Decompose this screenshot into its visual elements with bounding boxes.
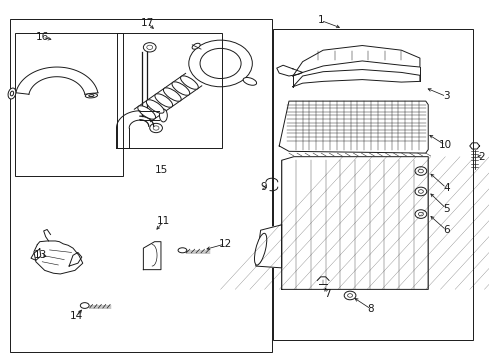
Bar bbox=[273, 30, 473, 339]
Ellipse shape bbox=[178, 248, 187, 253]
Ellipse shape bbox=[10, 91, 14, 96]
Polygon shape bbox=[293, 69, 420, 87]
Text: 7: 7 bbox=[324, 289, 330, 299]
Polygon shape bbox=[279, 101, 428, 153]
Text: 14: 14 bbox=[70, 311, 83, 321]
Ellipse shape bbox=[164, 88, 181, 101]
Polygon shape bbox=[69, 252, 82, 266]
Text: 1: 1 bbox=[318, 15, 324, 26]
Polygon shape bbox=[31, 249, 41, 260]
Text: 16: 16 bbox=[36, 32, 49, 42]
Text: 15: 15 bbox=[155, 165, 169, 175]
Ellipse shape bbox=[138, 106, 155, 119]
Ellipse shape bbox=[80, 303, 89, 309]
Text: 11: 11 bbox=[157, 216, 170, 226]
Text: 5: 5 bbox=[443, 204, 450, 214]
Ellipse shape bbox=[243, 77, 257, 85]
Text: 12: 12 bbox=[219, 239, 232, 249]
Bar bbox=[117, 33, 222, 148]
Ellipse shape bbox=[254, 233, 267, 265]
Ellipse shape bbox=[159, 109, 167, 122]
Text: 10: 10 bbox=[439, 140, 452, 150]
Text: 6: 6 bbox=[443, 225, 450, 235]
Polygon shape bbox=[293, 45, 420, 76]
Polygon shape bbox=[34, 241, 83, 274]
Text: 2: 2 bbox=[479, 152, 485, 162]
Text: 9: 9 bbox=[260, 182, 267, 192]
Ellipse shape bbox=[192, 43, 200, 49]
Polygon shape bbox=[256, 225, 282, 268]
Polygon shape bbox=[282, 157, 428, 289]
Ellipse shape bbox=[155, 94, 172, 107]
Ellipse shape bbox=[147, 100, 164, 113]
Text: 3: 3 bbox=[443, 91, 450, 102]
Bar bbox=[15, 33, 123, 176]
Polygon shape bbox=[144, 242, 161, 270]
Ellipse shape bbox=[180, 76, 198, 89]
Text: 8: 8 bbox=[368, 304, 374, 314]
Ellipse shape bbox=[172, 82, 190, 95]
Ellipse shape bbox=[8, 88, 16, 99]
Bar bbox=[10, 19, 272, 352]
Polygon shape bbox=[277, 65, 303, 76]
Text: 4: 4 bbox=[443, 183, 450, 193]
Ellipse shape bbox=[85, 93, 98, 98]
Text: 13: 13 bbox=[34, 250, 48, 260]
Ellipse shape bbox=[89, 95, 94, 96]
Text: 17: 17 bbox=[141, 18, 154, 28]
